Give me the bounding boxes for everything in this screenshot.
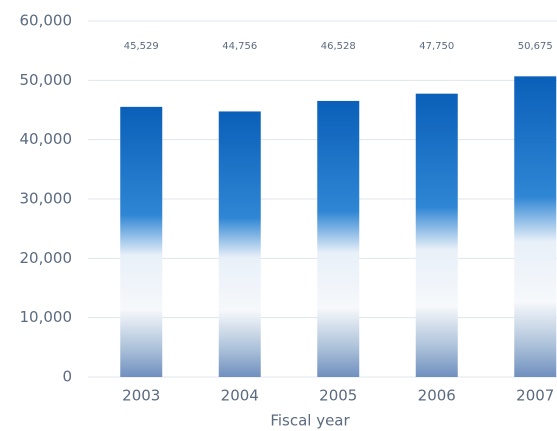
bar	[120, 106, 163, 377]
y-tick-label: 40,000	[20, 130, 73, 148]
bar	[415, 93, 458, 377]
bar	[514, 76, 557, 377]
bar	[317, 100, 360, 377]
value-label: 46,528	[321, 41, 356, 52]
x-tick-label: 2004	[221, 387, 259, 405]
value-label: 47,750	[419, 41, 454, 52]
x-tick-label: 2006	[418, 387, 456, 405]
value-label: 44,756	[222, 41, 257, 52]
x-tick-label: 2003	[122, 387, 160, 405]
x-axis-label: Fiscal year	[270, 412, 350, 430]
y-tick-label: 50,000	[20, 71, 73, 89]
y-tick-label: 30,000	[20, 190, 73, 208]
bar	[218, 111, 261, 378]
y-tick-label: 60,000	[20, 12, 73, 30]
y-tick-label: 20,000	[20, 249, 73, 267]
value-label: 50,675	[518, 41, 553, 52]
x-tick-label: 2007	[516, 387, 554, 405]
value-label: 45,529	[124, 41, 159, 52]
x-tick-label: 2005	[319, 387, 357, 405]
y-tick-label: 0	[62, 368, 72, 386]
y-tick-label: 10,000	[20, 308, 73, 326]
